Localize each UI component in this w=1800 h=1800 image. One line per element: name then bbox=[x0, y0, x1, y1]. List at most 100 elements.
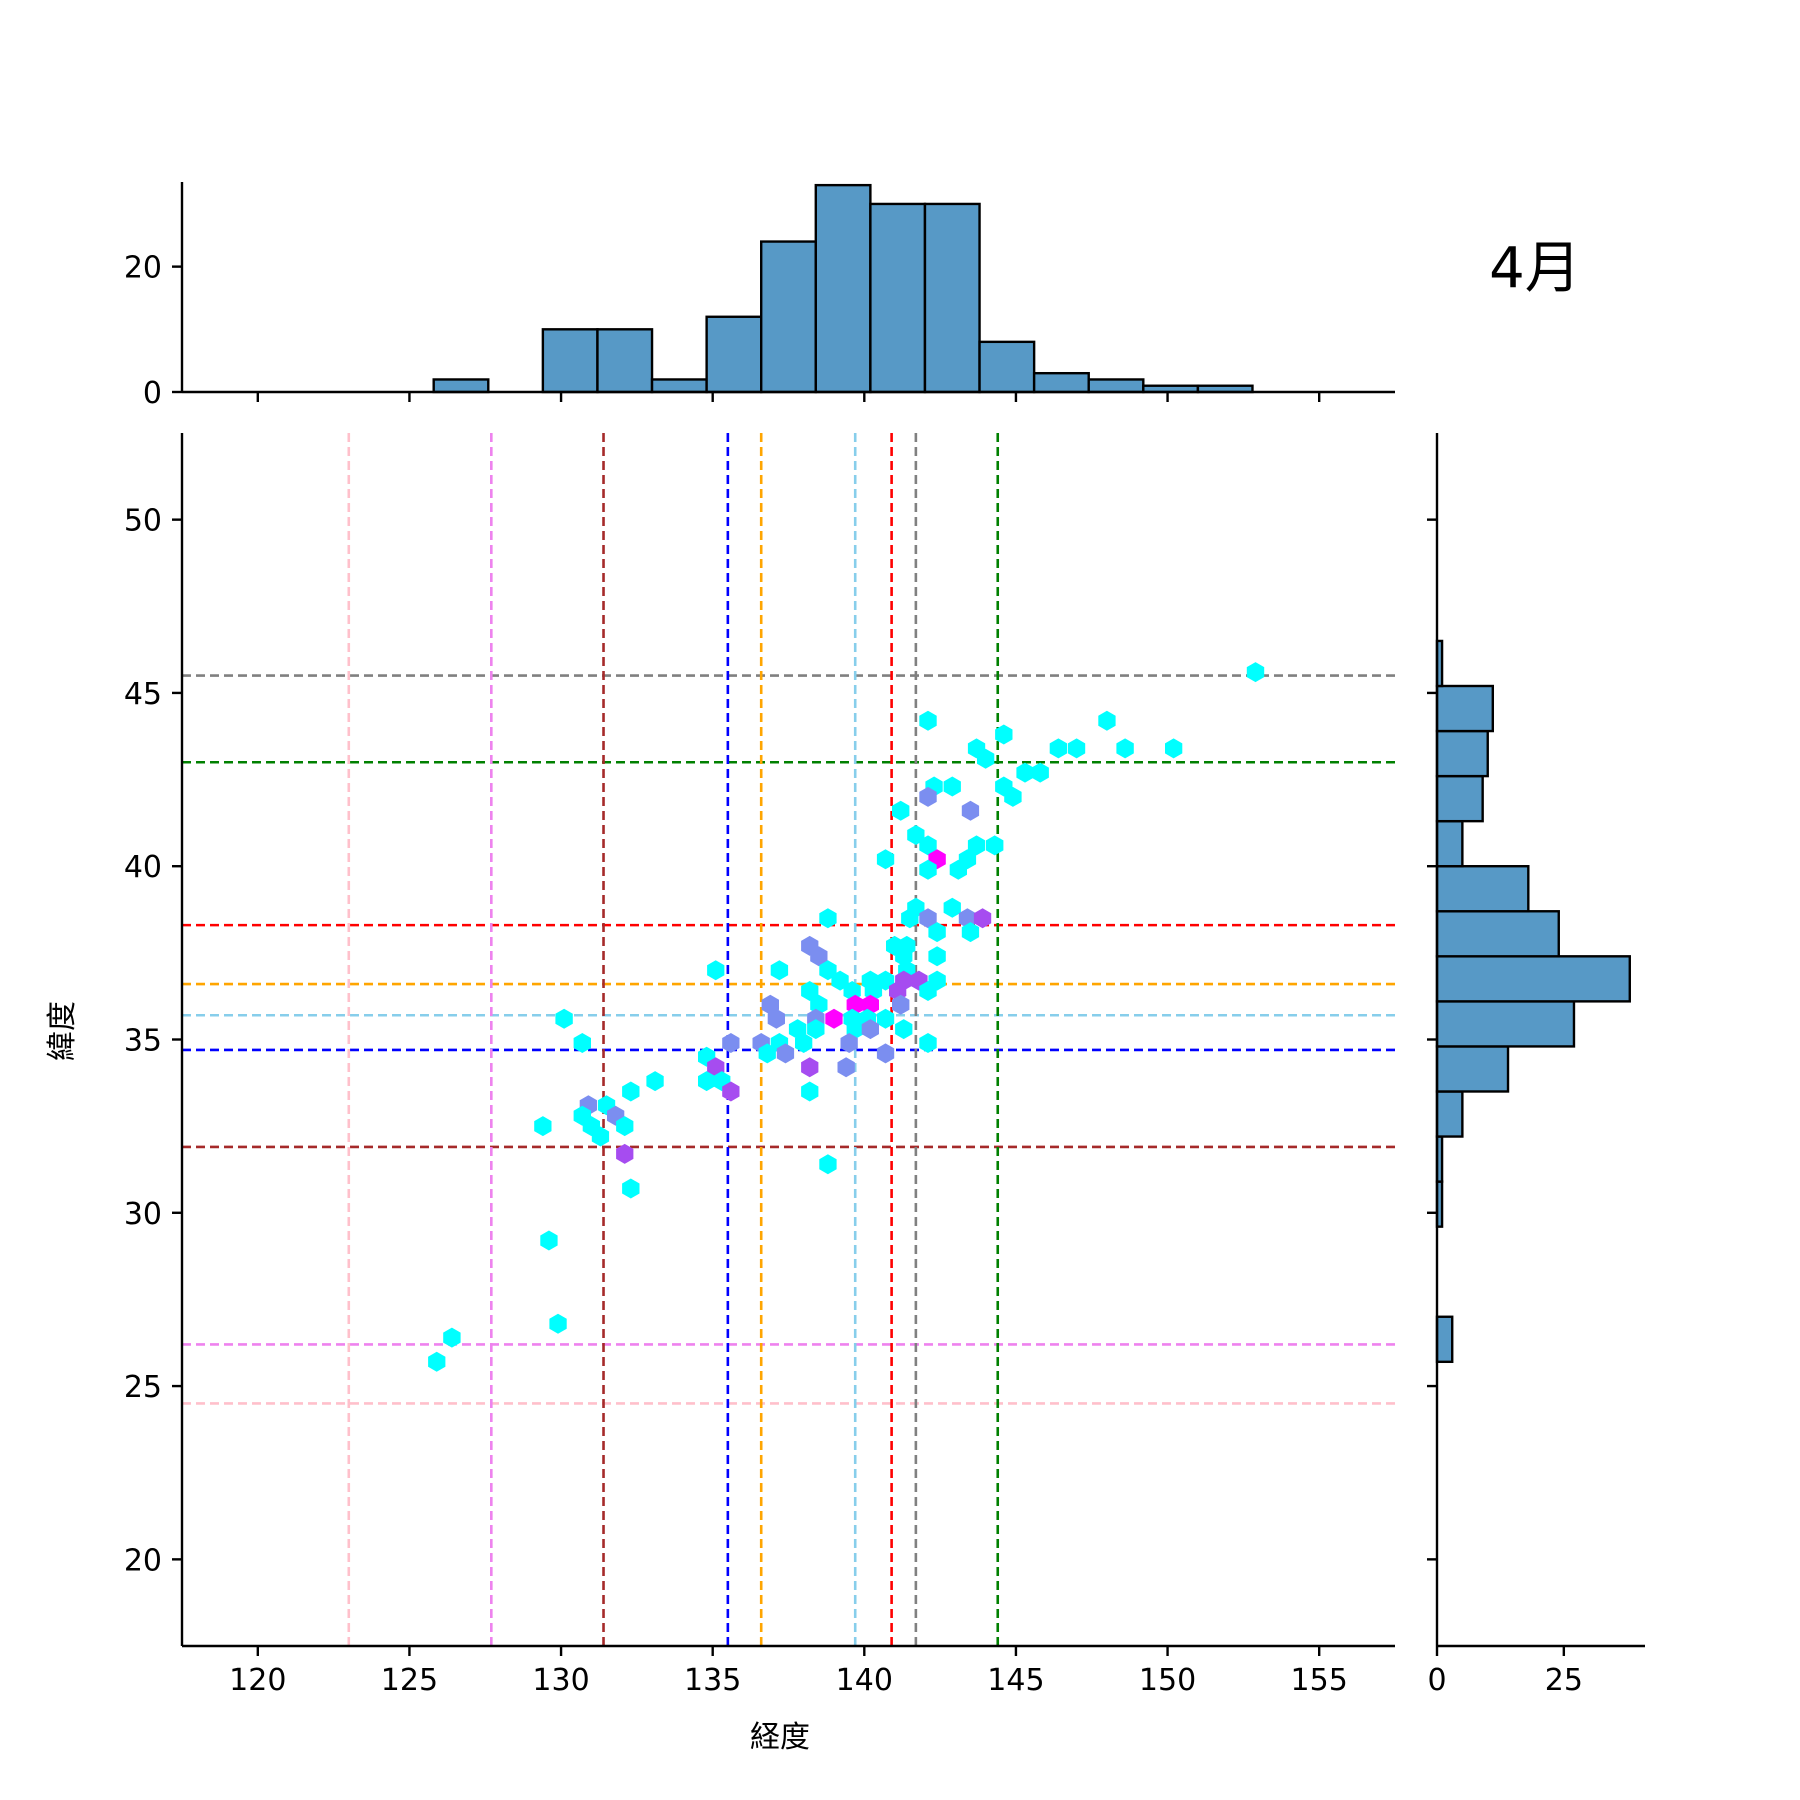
hexbin-cell bbox=[819, 908, 837, 929]
hexbin-cell bbox=[1049, 738, 1068, 759]
x-axis-title: 経度 bbox=[750, 1720, 810, 1755]
hexbin-cell bbox=[722, 1033, 740, 1053]
hexbin-cell bbox=[919, 710, 937, 731]
vertical-reference-lines bbox=[347, 433, 1000, 1646]
hexbin-cell bbox=[919, 859, 937, 880]
top-hist-y-tick-label: 20 bbox=[124, 251, 162, 286]
top-hist-bar bbox=[1087, 378, 1145, 394]
top-hist-bar bbox=[978, 340, 1036, 394]
hexbin-cell bbox=[919, 786, 937, 807]
top-hist-bar bbox=[869, 202, 927, 394]
hexbin-cell bbox=[973, 908, 992, 929]
right-hist-bar bbox=[1435, 910, 1560, 958]
longitude-histogram: 0 20 bbox=[124, 182, 1395, 411]
hexbin-cell bbox=[622, 1178, 640, 1199]
hexbin-cell bbox=[876, 1008, 895, 1029]
hexbin-cell bbox=[901, 908, 919, 929]
main-axes: 120 125 130 135 140 145 150 155 20 25 30 35 40 45 50 bbox=[124, 433, 1395, 1698]
hexbin-cell bbox=[616, 1143, 634, 1164]
top-hist-bar bbox=[923, 202, 981, 394]
hexbin-cell bbox=[919, 835, 937, 856]
right-hist-bar bbox=[1435, 684, 1495, 733]
y-tick-label: 50 bbox=[124, 504, 162, 539]
main-hexbin-plot: 120 125 130 135 140 145 150 155 20 25 30 35 40 45 50 bbox=[124, 433, 1395, 1698]
month-label: 4月 bbox=[1489, 236, 1581, 301]
top-hist-bar bbox=[705, 315, 763, 394]
hexbin-cell bbox=[961, 800, 980, 821]
hexbin-cell bbox=[928, 922, 946, 943]
hexbin-cell bbox=[949, 859, 967, 880]
x-tick-label: 120 bbox=[229, 1663, 286, 1698]
top-hist-bar bbox=[541, 328, 599, 394]
top-hist-bar bbox=[432, 378, 490, 394]
hexbin-cell bbox=[443, 1327, 461, 1348]
right-hist-bar bbox=[1435, 955, 1631, 1003]
hexbin-cell bbox=[776, 1043, 795, 1064]
right-hist-bar bbox=[1435, 819, 1464, 868]
hexbin-cell bbox=[1004, 786, 1022, 807]
hexbin-cell bbox=[795, 1033, 813, 1053]
hexbin-cell bbox=[646, 1071, 664, 1092]
hexbin-cells bbox=[428, 662, 1265, 1372]
hexbin-cell bbox=[555, 1008, 573, 1029]
hexbin-cell bbox=[986, 835, 1004, 856]
right-hist-bar bbox=[1435, 729, 1489, 778]
hexbin-cell bbox=[810, 946, 828, 967]
hexbin-cell bbox=[549, 1313, 567, 1334]
hexbin-cell bbox=[919, 1033, 937, 1053]
top-hist-bar bbox=[650, 378, 708, 394]
hexbin-cell bbox=[1246, 662, 1265, 683]
x-tick-label: 155 bbox=[1291, 1663, 1348, 1698]
hexbin-cell bbox=[801, 1081, 819, 1102]
hexbin-cell bbox=[534, 1116, 552, 1137]
top-hist-bar bbox=[1032, 371, 1090, 394]
right-hist-bar bbox=[1435, 1090, 1464, 1138]
hexbin-cell bbox=[770, 960, 789, 981]
hexbin-cell bbox=[767, 1008, 785, 1029]
hexbin-cell bbox=[707, 960, 725, 981]
hexbin-cell bbox=[698, 1071, 716, 1092]
hexbin-cell bbox=[928, 946, 946, 967]
hexbin-cell bbox=[967, 835, 986, 856]
hexbin-cell bbox=[892, 800, 910, 821]
hexbin-cell bbox=[1016, 762, 1034, 783]
top-hist-y-tick-label: 0 bbox=[143, 376, 162, 411]
x-tick-label: 130 bbox=[532, 1663, 589, 1698]
hexbin-cell bbox=[837, 1057, 855, 1078]
x-tick-label: 135 bbox=[684, 1663, 741, 1698]
x-tick-label: 140 bbox=[836, 1663, 893, 1698]
hexbin-cell bbox=[1031, 762, 1049, 783]
y-tick-label: 35 bbox=[124, 1024, 162, 1059]
horizontal-reference-lines bbox=[182, 674, 1395, 1405]
y-tick-label: 45 bbox=[124, 677, 162, 712]
hexbin-cell bbox=[919, 908, 937, 929]
hexbin-cell bbox=[758, 1043, 776, 1064]
hexbin-cell bbox=[919, 981, 937, 1001]
hexbin-cell bbox=[943, 776, 961, 797]
hexbin-cell bbox=[876, 849, 895, 870]
hexbin-cell bbox=[977, 748, 995, 769]
right-hist-bar bbox=[1435, 865, 1530, 913]
x-tick-label: 125 bbox=[381, 1663, 438, 1698]
hexbin-cell bbox=[801, 981, 819, 1001]
x-tick-label: 145 bbox=[987, 1663, 1044, 1698]
hexbin-cell bbox=[616, 1116, 634, 1137]
hexbin-cell bbox=[801, 1057, 819, 1078]
hexbin-cell bbox=[892, 994, 910, 1015]
x-tick-label: 150 bbox=[1139, 1663, 1196, 1698]
right-hist-bar bbox=[1435, 774, 1484, 823]
hexbin-cell bbox=[591, 1126, 610, 1147]
hexbin-cell bbox=[1098, 710, 1116, 731]
right-hist-bar bbox=[1435, 1000, 1576, 1048]
hexbin-cell bbox=[540, 1230, 558, 1251]
top-hist-bar bbox=[596, 328, 654, 394]
right-hist-bar bbox=[1435, 1045, 1510, 1093]
hexbin-cell bbox=[840, 1033, 858, 1053]
hexbin-cell bbox=[876, 1043, 895, 1064]
hexbin-cell bbox=[807, 1019, 825, 1040]
hexbin-cell bbox=[428, 1351, 446, 1372]
hexbin-cell bbox=[722, 1081, 740, 1102]
y-tick-label: 30 bbox=[124, 1197, 162, 1232]
top-hist-bar bbox=[760, 240, 817, 394]
